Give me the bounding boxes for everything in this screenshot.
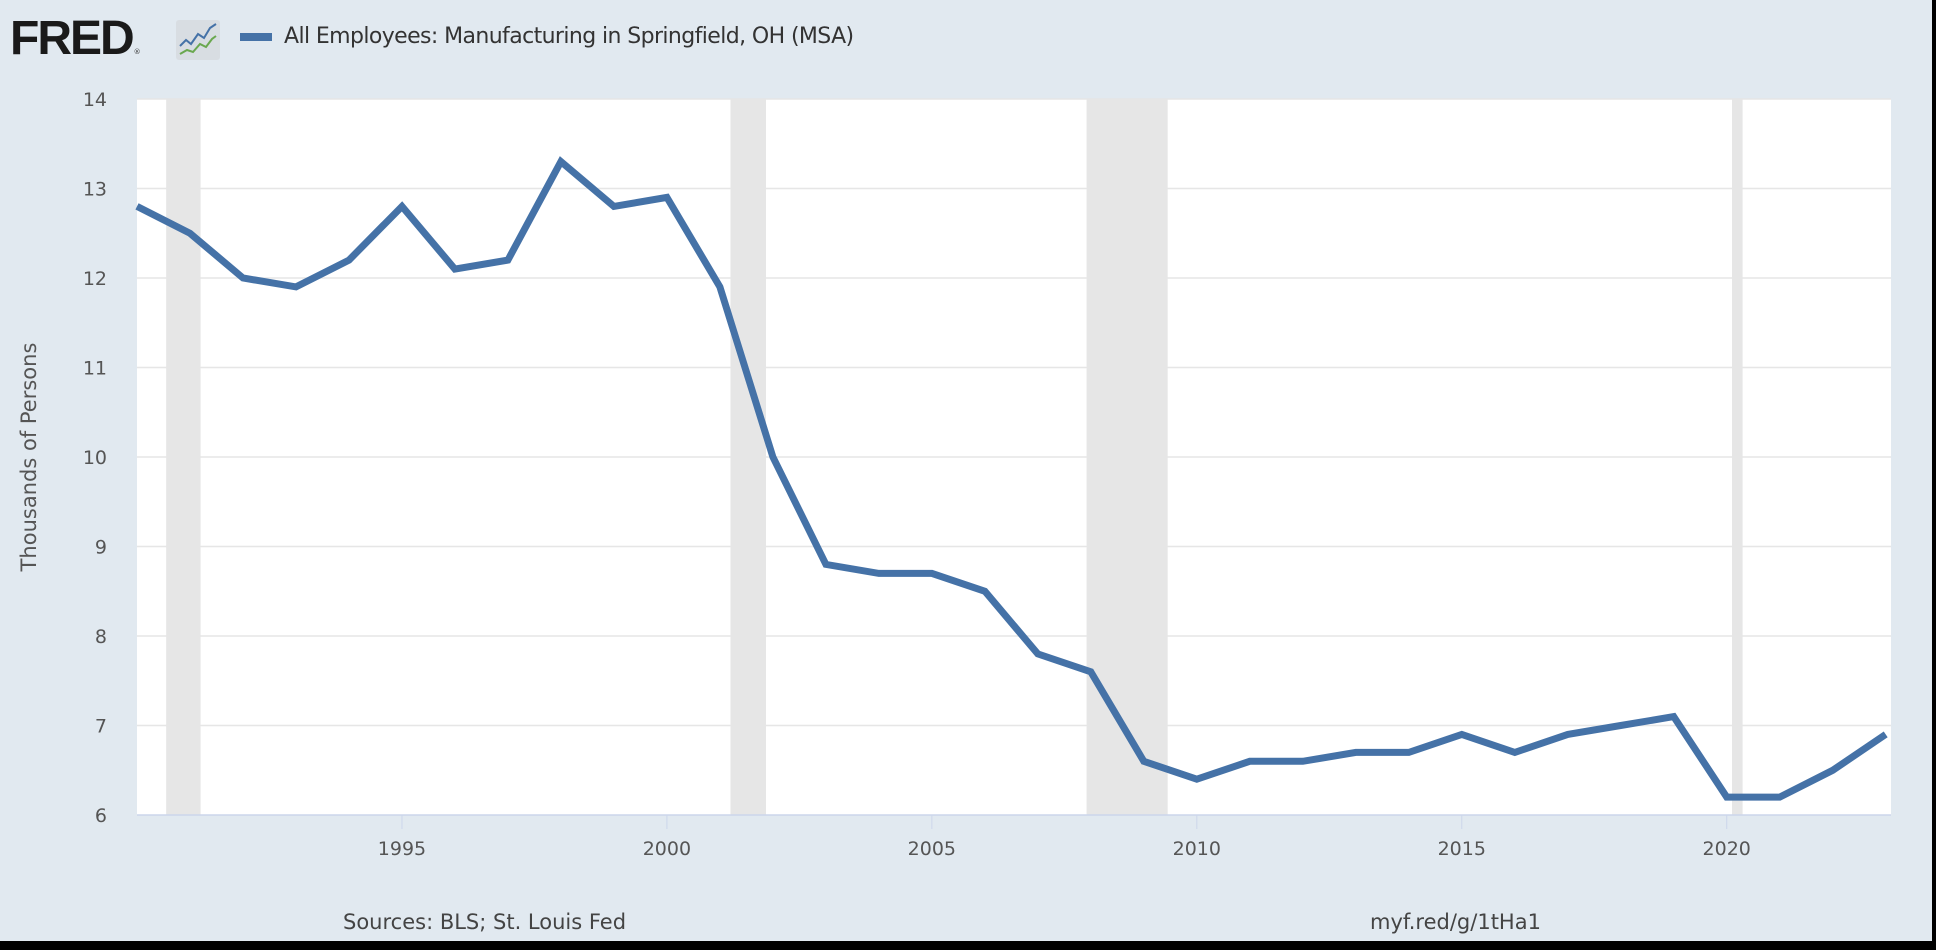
data-point xyxy=(611,203,617,209)
data-point xyxy=(1671,714,1677,720)
data-point xyxy=(717,284,723,290)
data-point xyxy=(929,570,935,576)
data-point xyxy=(134,203,140,209)
y-axis-label: Thousands of Persons xyxy=(17,343,41,573)
y-tick-label: 13 xyxy=(83,179,107,201)
data-point xyxy=(346,257,352,263)
data-point xyxy=(982,588,988,594)
data-point xyxy=(1459,731,1465,737)
y-tick-label: 11 xyxy=(83,358,107,380)
y-tick-label: 14 xyxy=(83,89,107,111)
data-point xyxy=(1883,731,1889,737)
y-tick-label: 12 xyxy=(83,268,107,290)
data-point xyxy=(664,194,670,200)
x-ticks: 1995 2000 2005 2010 2015 2020 xyxy=(378,815,1751,860)
source-note: Sources: BLS; St. Louis Fed xyxy=(343,910,627,934)
data-point xyxy=(1035,651,1041,657)
fred-chart-icon xyxy=(176,20,220,60)
data-point xyxy=(1141,758,1147,764)
x-tick-label: 2020 xyxy=(1703,838,1751,860)
data-point xyxy=(1618,723,1624,729)
fred-logo-text: FRED xyxy=(10,12,135,65)
data-point xyxy=(505,257,511,263)
data-point xyxy=(770,454,776,460)
y-tick-label: 6 xyxy=(95,805,107,827)
data-point xyxy=(876,570,882,576)
y-tick-label: 10 xyxy=(83,447,107,469)
data-point xyxy=(1406,749,1412,755)
data-point xyxy=(1300,758,1306,764)
x-tick-label: 2005 xyxy=(908,838,956,860)
data-point xyxy=(187,230,193,236)
data-point xyxy=(1353,749,1359,755)
y-tick-label: 7 xyxy=(95,716,107,738)
data-point xyxy=(1724,794,1730,800)
data-point xyxy=(1830,767,1836,773)
data-point xyxy=(293,284,299,290)
data-point xyxy=(823,561,829,567)
y-tick-label: 8 xyxy=(95,626,107,648)
legend-label: All Employees: Manufacturing in Springfi… xyxy=(284,24,854,49)
legend: All Employees: Manufacturing in Springfi… xyxy=(240,24,854,49)
y-tick-label: 9 xyxy=(95,537,107,559)
x-tick-label: 2000 xyxy=(643,838,691,860)
data-point xyxy=(240,275,246,281)
data-point xyxy=(399,203,405,209)
y-ticks: 6 7 8 9 10 11 12 13 14 xyxy=(83,89,107,827)
x-tick-label: 1995 xyxy=(378,838,426,860)
data-point xyxy=(1777,794,1783,800)
registered-mark: ® xyxy=(133,48,141,56)
data-point xyxy=(1194,776,1200,782)
x-tick-label: 2010 xyxy=(1173,838,1221,860)
data-point xyxy=(1565,731,1571,737)
x-tick-label: 2015 xyxy=(1438,838,1486,860)
gridlines xyxy=(137,98,1891,727)
short-url-link[interactable]: myf.red/g/1tHa1 xyxy=(1370,910,1541,934)
data-point xyxy=(558,159,564,165)
fred-logo[interactable]: FRED ® xyxy=(10,12,141,65)
data-point xyxy=(1088,669,1094,675)
series-line[interactable] xyxy=(135,156,1888,801)
data-point xyxy=(452,266,458,272)
legend-swatch xyxy=(240,32,272,41)
data-point xyxy=(1247,758,1253,764)
data-point xyxy=(1512,749,1518,755)
